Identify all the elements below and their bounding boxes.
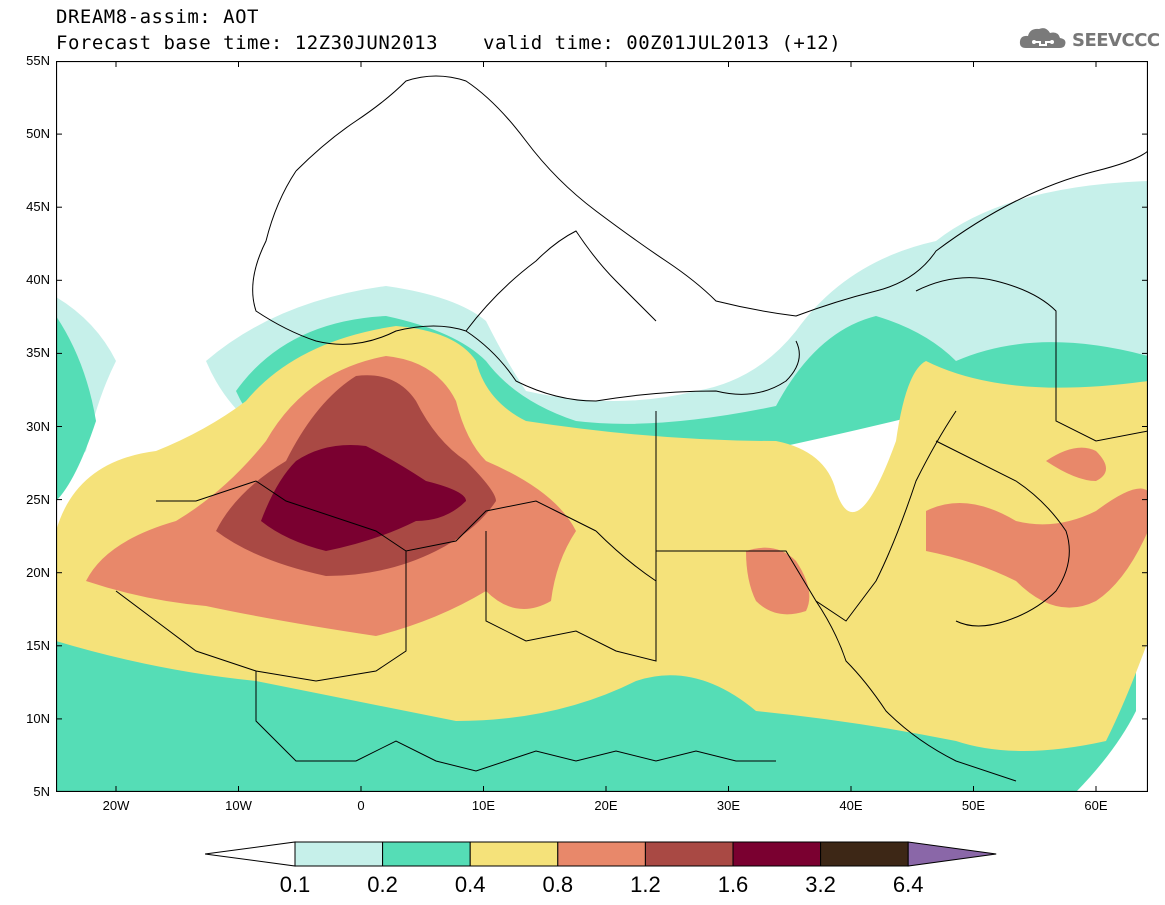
cloud-logo-icon: [1018, 24, 1068, 56]
colorbar-box: [644, 841, 734, 867]
lon-label: 20E: [594, 798, 618, 813]
lat-label: 35N: [26, 345, 50, 361]
lon-label: 10E: [471, 798, 496, 813]
longitude-ticks: [115, 61, 1097, 792]
lat-label: 20N: [26, 564, 50, 580]
lat-label: 45N: [26, 199, 50, 215]
country-borders: [115, 75, 1148, 782]
colorbar-level-label: 6.4: [893, 872, 924, 897]
aot-contours: [56, 61, 1148, 792]
colorbar-level-label: 0.1: [280, 872, 311, 897]
latitude-ticks: [56, 61, 1148, 792]
colorbar-box: [732, 841, 822, 867]
colorbar-box: [557, 841, 646, 867]
lon-label: 40E: [839, 798, 863, 813]
lat-label: 15N: [26, 637, 50, 653]
colorbar-level-label: 0.2: [367, 872, 398, 897]
lon-label: 20W: [102, 798, 130, 813]
lat-label: 30N: [26, 418, 50, 434]
colorbar-box: [820, 841, 909, 867]
valid-time: valid time: 00Z01JUL2013 (+12): [483, 32, 842, 54]
map-title: DREAM8-assim: AOT: [56, 6, 259, 28]
colorbar-under-arrow: [204, 841, 296, 867]
lat-label: 10N: [26, 710, 50, 726]
colorbar-box: [294, 841, 384, 867]
colorbar-box: [469, 841, 559, 867]
colorbar-level-label: 3.2: [805, 872, 836, 897]
forecast-base-time: Forecast base time: 12Z30JUN2013: [56, 32, 439, 54]
colorbar-level-label: 0.4: [455, 872, 486, 897]
lat-label: 55N: [26, 53, 50, 68]
aot-map: 55N 50N 45N 40N 35N 30N 25N 20N 15N 10N 5N 20W 10W 0…: [26, 53, 1148, 813]
colorbar-level-label: 1.6: [718, 872, 749, 897]
colorbar-level-label: 0.8: [543, 872, 574, 897]
lat-label: 5N: [33, 784, 50, 799]
lon-label: 10W: [225, 798, 252, 813]
seevccc-logo: SEEVCCC: [1018, 24, 1160, 56]
lon-label: 50E: [961, 798, 986, 813]
lat-label: 50N: [26, 126, 50, 142]
lat-label: 40N: [26, 272, 50, 288]
lon-label: 0: [357, 798, 365, 813]
colorbar-over-arrow: [907, 841, 997, 867]
logo-text: SEEVCCC: [1072, 29, 1160, 51]
lon-label: 60E: [1084, 798, 1108, 813]
lat-label: 25N: [26, 491, 50, 507]
colorbar-box: [382, 841, 471, 867]
colorbar-level-label: 1.2: [630, 872, 661, 897]
lon-label: 30E: [716, 798, 741, 813]
colorbar: 0.1 0.2 0.4 0.8 1.2 1.6 3.2 6.4: [204, 840, 1000, 900]
